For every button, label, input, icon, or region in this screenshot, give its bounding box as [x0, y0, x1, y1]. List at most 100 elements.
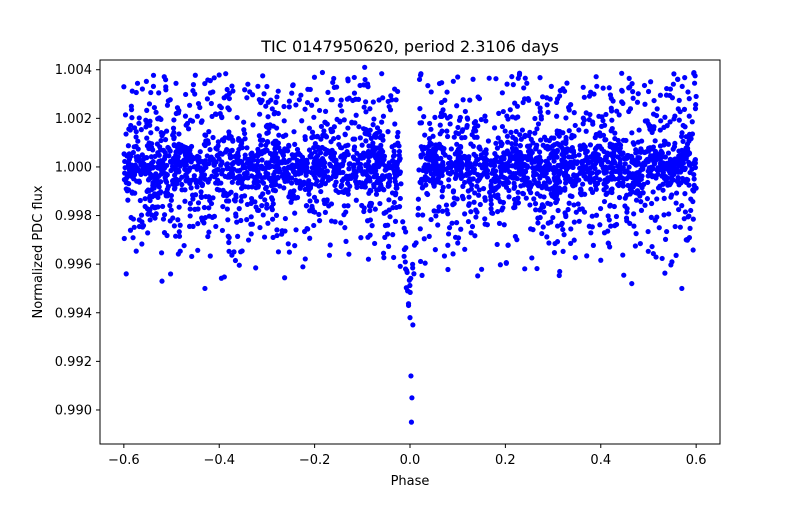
data-point: [581, 173, 587, 179]
data-point: [575, 201, 581, 207]
data-point: [550, 166, 556, 172]
data-point: [342, 187, 349, 193]
data-point: [602, 137, 608, 143]
data-point: [657, 92, 664, 98]
data-point: [291, 129, 297, 135]
data-point: [445, 266, 451, 273]
data-point: [150, 72, 157, 78]
data-point: [509, 141, 515, 147]
data-point: [403, 245, 409, 251]
data-point: [606, 217, 612, 223]
data-point: [455, 74, 461, 80]
data-point: [444, 207, 450, 213]
data-point: [357, 135, 363, 141]
data-point: [547, 201, 553, 207]
data-point: [509, 114, 516, 120]
data-point: [270, 201, 276, 207]
data-point: [204, 138, 210, 144]
data-point: [647, 126, 653, 132]
data-point: [238, 217, 244, 224]
data-point: [322, 119, 328, 126]
data-point: [686, 182, 692, 188]
data-point: [473, 214, 479, 220]
data-point: [280, 152, 287, 159]
data-point: [239, 138, 245, 144]
data-point: [300, 264, 306, 270]
data-point: [589, 213, 595, 219]
data-point: [159, 250, 165, 256]
data-point: [206, 176, 212, 182]
data-point: [337, 102, 343, 108]
data-point: [676, 117, 682, 123]
data-point: [224, 206, 230, 212]
data-point: [199, 118, 205, 124]
data-point: [484, 174, 490, 180]
data-point: [440, 184, 446, 190]
data-point: [234, 174, 241, 180]
data-point: [269, 207, 275, 213]
data-point: [145, 177, 152, 183]
data-point: [644, 196, 651, 202]
data-point: [247, 89, 253, 95]
data-point: [303, 172, 309, 178]
data-point: [547, 96, 553, 102]
data-point: [527, 202, 533, 208]
data-point: [459, 128, 465, 134]
data-point: [392, 86, 398, 92]
data-point: [391, 199, 397, 206]
data-point: [476, 144, 482, 150]
data-point: [144, 107, 150, 113]
data-point: [466, 162, 472, 168]
data-point: [394, 159, 401, 165]
data-point: [265, 220, 271, 226]
data-point: [686, 113, 692, 119]
data-point: [316, 218, 323, 224]
data-point: [474, 183, 480, 189]
data-point: [159, 133, 165, 139]
data-point: [435, 156, 441, 162]
data-point: [436, 204, 442, 210]
data-point: [366, 190, 372, 196]
data-point: [642, 118, 648, 124]
data-point: [605, 228, 611, 234]
data-point: [610, 165, 616, 171]
data-point: [261, 148, 267, 154]
data-point: [476, 192, 482, 198]
data-point: [185, 126, 192, 132]
data-point: [283, 132, 289, 138]
data-point: [653, 112, 660, 119]
data-point: [167, 218, 173, 224]
data-point: [417, 72, 424, 78]
data-point: [220, 187, 226, 193]
data-point: [679, 285, 685, 292]
data-point: [316, 211, 322, 218]
data-point: [631, 211, 637, 217]
data-point: [194, 165, 201, 172]
data-point: [648, 214, 654, 220]
y-tick-label: 0.992: [55, 355, 92, 370]
data-point: [638, 183, 644, 189]
data-point: [472, 233, 478, 239]
data-point: [259, 157, 265, 163]
data-point: [517, 132, 523, 138]
data-point: [385, 222, 391, 228]
data-point: [143, 117, 149, 123]
data-point: [235, 233, 241, 239]
data-point: [125, 143, 131, 149]
data-point: [462, 134, 468, 141]
data-point: [303, 158, 309, 164]
data-point: [559, 220, 565, 226]
data-point: [661, 195, 667, 201]
data-point: [264, 201, 270, 208]
data-point: [422, 132, 428, 138]
data-point: [488, 162, 494, 168]
data-point: [612, 135, 618, 142]
data-point: [596, 113, 602, 119]
data-point: [612, 130, 618, 136]
data-point: [411, 271, 417, 277]
data-point: [202, 80, 208, 87]
data-point: [620, 100, 626, 106]
data-point: [292, 152, 298, 158]
data-point: [127, 227, 134, 233]
data-point: [258, 194, 264, 200]
